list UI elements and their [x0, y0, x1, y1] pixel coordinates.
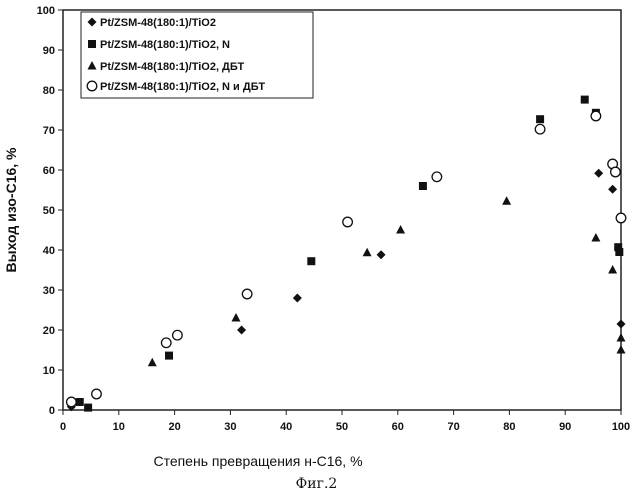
legend-label-2: Pt/ZSM-48(180:1)/TiO2, N — [100, 39, 230, 51]
x-tick-label: 30 — [224, 421, 236, 433]
data-point-series-4 — [616, 213, 626, 223]
data-point-series-4 — [591, 111, 601, 121]
y-axis-label: Выход изо-С16, % — [3, 147, 19, 273]
x-tick-label: 80 — [503, 421, 515, 433]
x-axis-label: Степень превращения н-С16, % — [153, 453, 362, 469]
data-point-series-4 — [67, 397, 77, 407]
data-point-series-2 — [615, 248, 623, 256]
data-point-series-2 — [419, 182, 427, 190]
data-point-series-4 — [173, 330, 183, 340]
data-point-series-2 — [165, 352, 173, 360]
legend-label-4: Pt/ZSM-48(180:1)/TiO2, N и ДБТ — [100, 81, 265, 93]
data-point-series-2 — [536, 115, 544, 123]
y-tick-label: 40 — [43, 245, 55, 257]
y-tick-label: 60 — [43, 165, 55, 177]
y-tick-label: 90 — [43, 45, 55, 57]
y-tick-label: 100 — [37, 5, 55, 17]
x-tick-label: 60 — [392, 421, 404, 433]
data-point-series-4 — [161, 338, 171, 348]
x-tick-label: 70 — [447, 421, 459, 433]
legend-label-1: Pt/ZSM-48(180:1)/TiO2 — [100, 17, 216, 29]
data-point-series-4 — [611, 167, 621, 177]
data-point-series-4 — [242, 289, 252, 299]
data-point-series-4 — [432, 172, 442, 182]
y-tick-label: 10 — [43, 365, 55, 377]
data-point-series-2 — [76, 398, 84, 406]
data-point-series-4 — [343, 217, 353, 227]
y-tick-label: 50 — [43, 205, 55, 217]
data-point-series-4 — [535, 124, 545, 134]
x-tick-label: 90 — [559, 421, 571, 433]
x-tick-label: 100 — [612, 421, 630, 433]
y-tick-label: 80 — [43, 85, 55, 97]
x-tick-label: 10 — [113, 421, 125, 433]
data-point-series-2 — [307, 257, 315, 265]
x-tick-label: 0 — [60, 421, 66, 433]
legend-label-3: Pt/ZSM-48(180:1)/TiO2, ДБТ — [100, 61, 245, 73]
data-point-series-2 — [581, 96, 589, 104]
y-tick-label: 20 — [43, 325, 55, 337]
x-tick-label: 20 — [168, 421, 180, 433]
data-point-series-2 — [84, 404, 92, 412]
legend-marker-4 — [87, 81, 97, 91]
y-tick-label: 70 — [43, 125, 55, 137]
x-tick-label: 50 — [336, 421, 348, 433]
y-tick-label: 30 — [43, 285, 55, 297]
y-tick-label: 0 — [49, 405, 55, 417]
legend: Pt/ZSM-48(180:1)/TiO2 Pt/ZSM-48(180:1)/Ti… — [81, 12, 313, 98]
legend-marker-2 — [88, 40, 96, 48]
x-tick-label: 40 — [280, 421, 292, 433]
figure-caption: Фиг.2 — [0, 476, 633, 492]
data-point-series-4 — [92, 389, 102, 399]
